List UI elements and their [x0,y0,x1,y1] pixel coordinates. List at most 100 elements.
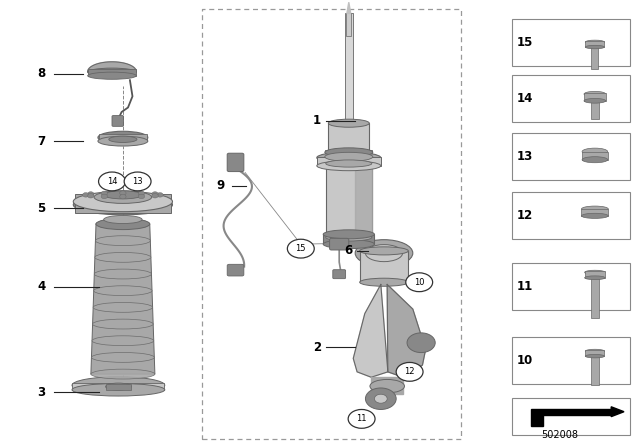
Polygon shape [611,407,624,417]
Polygon shape [355,164,372,237]
Circle shape [88,192,94,196]
Circle shape [88,194,94,198]
FancyBboxPatch shape [591,278,599,318]
Ellipse shape [328,119,369,127]
FancyBboxPatch shape [326,164,372,237]
Bar [512,75,630,122]
Text: 12: 12 [404,367,415,376]
Ellipse shape [98,131,148,144]
Ellipse shape [584,91,605,97]
Ellipse shape [585,354,605,358]
Ellipse shape [582,157,608,163]
Text: 11: 11 [356,414,367,423]
Text: 3: 3 [38,385,45,399]
Ellipse shape [585,270,605,275]
Ellipse shape [95,252,151,262]
Ellipse shape [360,278,408,286]
Text: 7: 7 [38,134,45,148]
FancyBboxPatch shape [585,350,605,356]
Circle shape [83,193,89,197]
Ellipse shape [93,319,153,329]
Text: 13: 13 [516,150,533,164]
FancyBboxPatch shape [72,383,164,390]
Ellipse shape [360,247,408,255]
Polygon shape [531,409,611,426]
Ellipse shape [88,72,136,79]
Ellipse shape [96,219,150,229]
Polygon shape [88,62,136,72]
Ellipse shape [365,245,403,262]
Polygon shape [347,2,351,13]
Ellipse shape [585,40,605,44]
Ellipse shape [93,286,152,296]
FancyBboxPatch shape [317,157,381,166]
FancyBboxPatch shape [360,251,408,282]
FancyBboxPatch shape [112,116,124,126]
Ellipse shape [584,99,605,103]
Text: 4: 4 [38,280,45,293]
FancyBboxPatch shape [106,384,131,390]
Bar [512,337,630,384]
Bar [512,133,630,180]
Ellipse shape [585,276,605,280]
FancyBboxPatch shape [227,153,244,172]
Ellipse shape [323,230,374,239]
Ellipse shape [326,160,372,167]
FancyBboxPatch shape [75,194,171,213]
Ellipse shape [109,136,137,142]
FancyBboxPatch shape [333,270,346,279]
Ellipse shape [91,369,155,379]
Bar [512,192,630,238]
Bar [512,19,630,66]
Text: 1: 1 [313,114,321,128]
FancyBboxPatch shape [591,47,598,69]
Polygon shape [387,284,426,377]
Ellipse shape [582,148,608,155]
FancyBboxPatch shape [330,238,349,250]
FancyBboxPatch shape [581,209,609,216]
Bar [512,263,630,310]
Ellipse shape [326,234,372,241]
FancyBboxPatch shape [325,150,372,157]
Circle shape [407,333,435,353]
Ellipse shape [324,152,372,161]
Text: 13: 13 [132,177,143,186]
FancyBboxPatch shape [227,264,244,276]
Ellipse shape [104,215,142,224]
Text: 11: 11 [516,280,533,293]
Ellipse shape [106,383,131,390]
Ellipse shape [370,379,404,393]
Ellipse shape [317,161,381,171]
Polygon shape [371,377,403,394]
Text: 6: 6 [345,244,353,258]
Text: 10: 10 [516,354,533,367]
Circle shape [287,239,314,258]
Ellipse shape [92,336,154,346]
Text: 5: 5 [38,202,45,215]
Ellipse shape [323,240,374,249]
FancyBboxPatch shape [585,271,605,278]
Circle shape [99,172,125,191]
Circle shape [406,273,433,292]
Ellipse shape [88,68,136,76]
Ellipse shape [72,377,165,394]
Polygon shape [91,224,155,374]
FancyBboxPatch shape [328,123,369,152]
Ellipse shape [72,383,165,396]
Text: 10: 10 [414,278,424,287]
FancyBboxPatch shape [346,13,351,36]
Circle shape [120,194,126,199]
Circle shape [138,194,145,198]
Text: 15: 15 [516,36,533,49]
Ellipse shape [92,353,154,362]
Ellipse shape [585,45,605,49]
Ellipse shape [581,213,609,218]
Ellipse shape [317,152,381,164]
Ellipse shape [94,269,152,279]
Circle shape [152,192,158,196]
Circle shape [374,394,387,403]
Circle shape [120,191,126,195]
FancyBboxPatch shape [591,101,599,119]
FancyBboxPatch shape [99,134,147,141]
Ellipse shape [324,148,372,157]
